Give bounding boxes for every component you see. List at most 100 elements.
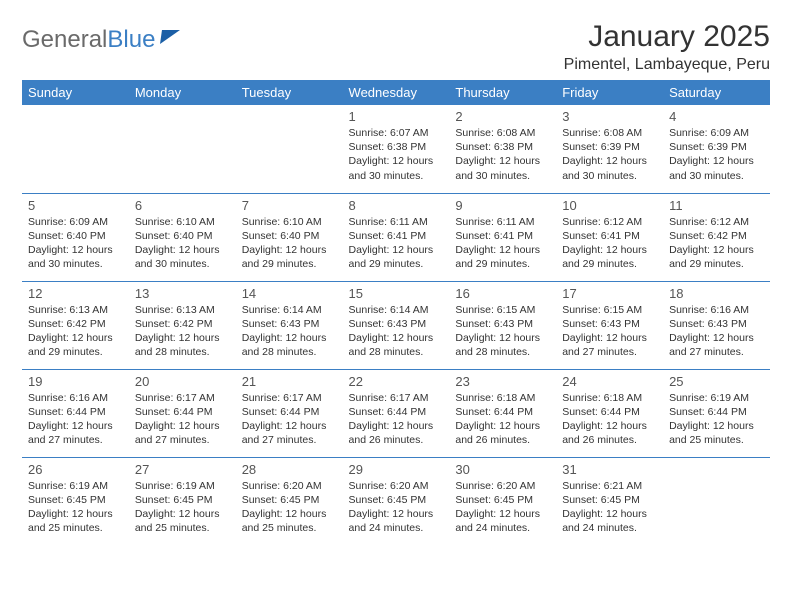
day-details: Sunrise: 6:19 AMSunset: 6:45 PMDaylight:… bbox=[28, 479, 123, 536]
logo-text-1: General bbox=[22, 26, 107, 54]
day-details: Sunrise: 6:17 AMSunset: 6:44 PMDaylight:… bbox=[349, 391, 444, 448]
calendar-cell: 20 Sunrise: 6:17 AMSunset: 6:44 PMDayligh… bbox=[129, 369, 236, 457]
triangle-icon bbox=[160, 30, 180, 44]
day-details: Sunrise: 6:14 AMSunset: 6:43 PMDaylight:… bbox=[242, 303, 337, 360]
title-block: January 2025 Pimentel, Lambayeque, Peru bbox=[564, 20, 770, 74]
page-title: January 2025 bbox=[564, 20, 770, 54]
day-number: 28 bbox=[242, 462, 337, 477]
day-number: 6 bbox=[135, 198, 230, 213]
calendar-cell: 28 Sunrise: 6:20 AMSunset: 6:45 PMDayligh… bbox=[236, 457, 343, 545]
calendar-page: GeneralBlue January 2025 Pimentel, Lamba… bbox=[0, 0, 792, 565]
calendar-cell: 16 Sunrise: 6:15 AMSunset: 6:43 PMDayligh… bbox=[449, 281, 556, 369]
day-number: 25 bbox=[669, 374, 764, 389]
day-details: Sunrise: 6:11 AMSunset: 6:41 PMDaylight:… bbox=[455, 215, 550, 272]
day-number: 12 bbox=[28, 286, 123, 301]
day-details: Sunrise: 6:19 AMSunset: 6:45 PMDaylight:… bbox=[135, 479, 230, 536]
calendar-cell: 19 Sunrise: 6:16 AMSunset: 6:44 PMDayligh… bbox=[22, 369, 129, 457]
day-details: Sunrise: 6:09 AMSunset: 6:39 PMDaylight:… bbox=[669, 126, 764, 183]
calendar-cell: 30 Sunrise: 6:20 AMSunset: 6:45 PMDayligh… bbox=[449, 457, 556, 545]
day-number: 19 bbox=[28, 374, 123, 389]
day-number: 14 bbox=[242, 286, 337, 301]
header: GeneralBlue January 2025 Pimentel, Lamba… bbox=[22, 20, 770, 74]
day-number: 23 bbox=[455, 374, 550, 389]
day-details: Sunrise: 6:20 AMSunset: 6:45 PMDaylight:… bbox=[349, 479, 444, 536]
calendar-cell-empty bbox=[236, 105, 343, 193]
weekday-header-row: Sunday Monday Tuesday Wednesday Thursday… bbox=[22, 80, 770, 105]
day-details: Sunrise: 6:16 AMSunset: 6:44 PMDaylight:… bbox=[28, 391, 123, 448]
weekday-header: Thursday bbox=[449, 80, 556, 105]
calendar-cell: 27 Sunrise: 6:19 AMSunset: 6:45 PMDayligh… bbox=[129, 457, 236, 545]
calendar-cell: 10 Sunrise: 6:12 AMSunset: 6:41 PMDayligh… bbox=[556, 193, 663, 281]
day-number: 9 bbox=[455, 198, 550, 213]
day-number: 13 bbox=[135, 286, 230, 301]
day-number: 4 bbox=[669, 109, 764, 124]
day-number: 2 bbox=[455, 109, 550, 124]
day-details: Sunrise: 6:14 AMSunset: 6:43 PMDaylight:… bbox=[349, 303, 444, 360]
day-number: 7 bbox=[242, 198, 337, 213]
calendar-cell-empty bbox=[22, 105, 129, 193]
calendar-cell: 3Sunrise: 6:08 AMSunset: 6:39 PMDaylight… bbox=[556, 105, 663, 193]
day-number: 1 bbox=[349, 109, 444, 124]
page-subtitle: Pimentel, Lambayeque, Peru bbox=[564, 56, 770, 74]
calendar-cell: 25Sunrise: 6:19 AMSunset: 6:44 PMDayligh… bbox=[663, 369, 770, 457]
calendar-cell: 4 Sunrise: 6:09 AMSunset: 6:39 PMDaylight… bbox=[663, 105, 770, 193]
day-number: 18 bbox=[669, 286, 764, 301]
day-number: 10 bbox=[562, 198, 657, 213]
calendar-cell: 6 Sunrise: 6:10 AMSunset: 6:40 PMDaylight… bbox=[129, 193, 236, 281]
calendar-cell: 7Sunrise: 6:10 AMSunset: 6:40 PMDaylight… bbox=[236, 193, 343, 281]
day-details: Sunrise: 6:13 AMSunset: 6:42 PMDaylight:… bbox=[28, 303, 123, 360]
day-number: 30 bbox=[455, 462, 550, 477]
calendar-cell: 13 Sunrise: 6:13 AMSunset: 6:42 PMDayligh… bbox=[129, 281, 236, 369]
day-details: Sunrise: 6:10 AMSunset: 6:40 PMDaylight:… bbox=[135, 215, 230, 272]
calendar-row: 26 Sunrise: 6:19 AMSunset: 6:45 PMDayligh… bbox=[22, 457, 770, 545]
weekday-header: Friday bbox=[556, 80, 663, 105]
calendar-cell: 11Sunrise: 6:12 AMSunset: 6:42 PMDayligh… bbox=[663, 193, 770, 281]
calendar-cell: 18 Sunrise: 6:16 AMSunset: 6:43 PMDayligh… bbox=[663, 281, 770, 369]
day-number: 22 bbox=[349, 374, 444, 389]
day-details: Sunrise: 6:17 AMSunset: 6:44 PMDaylight:… bbox=[135, 391, 230, 448]
calendar-cell: 21Sunrise: 6:17 AMSunset: 6:44 PMDayligh… bbox=[236, 369, 343, 457]
day-number: 17 bbox=[562, 286, 657, 301]
day-number: 27 bbox=[135, 462, 230, 477]
calendar-cell: 31Sunrise: 6:21 AMSunset: 6:45 PMDayligh… bbox=[556, 457, 663, 545]
calendar-cell: 29 Sunrise: 6:20 AMSunset: 6:45 PMDayligh… bbox=[343, 457, 450, 545]
calendar-table: Sunday Monday Tuesday Wednesday Thursday… bbox=[22, 80, 770, 545]
day-details: Sunrise: 6:12 AMSunset: 6:41 PMDaylight:… bbox=[562, 215, 657, 272]
calendar-cell: 22 Sunrise: 6:17 AMSunset: 6:44 PMDayligh… bbox=[343, 369, 450, 457]
calendar-row: 1Sunrise: 6:07 AMSunset: 6:38 PMDaylight… bbox=[22, 105, 770, 193]
calendar-cell: 8Sunrise: 6:11 AMSunset: 6:41 PMDaylight… bbox=[343, 193, 450, 281]
calendar-cell: 15 Sunrise: 6:14 AMSunset: 6:43 PMDayligh… bbox=[343, 281, 450, 369]
calendar-row: 19 Sunrise: 6:16 AMSunset: 6:44 PMDayligh… bbox=[22, 369, 770, 457]
day-number: 21 bbox=[242, 374, 337, 389]
weekday-header: Monday bbox=[129, 80, 236, 105]
calendar-cell: 1Sunrise: 6:07 AMSunset: 6:38 PMDaylight… bbox=[343, 105, 450, 193]
day-number: 24 bbox=[562, 374, 657, 389]
day-details: Sunrise: 6:18 AMSunset: 6:44 PMDaylight:… bbox=[455, 391, 550, 448]
day-details: Sunrise: 6:16 AMSunset: 6:43 PMDaylight:… bbox=[669, 303, 764, 360]
calendar-cell: 12 Sunrise: 6:13 AMSunset: 6:42 PMDayligh… bbox=[22, 281, 129, 369]
calendar-cell: 2Sunrise: 6:08 AMSunset: 6:38 PMDaylight… bbox=[449, 105, 556, 193]
weekday-header: Tuesday bbox=[236, 80, 343, 105]
calendar-cell: 24 Sunrise: 6:18 AMSunset: 6:44 PMDayligh… bbox=[556, 369, 663, 457]
calendar-cell-empty bbox=[663, 457, 770, 545]
logo-text-2: Blue bbox=[107, 26, 155, 54]
day-number: 15 bbox=[349, 286, 444, 301]
day-number: 16 bbox=[455, 286, 550, 301]
day-number: 29 bbox=[349, 462, 444, 477]
day-details: Sunrise: 6:15 AMSunset: 6:43 PMDaylight:… bbox=[455, 303, 550, 360]
calendar-row: 12 Sunrise: 6:13 AMSunset: 6:42 PMDayligh… bbox=[22, 281, 770, 369]
calendar-cell: 23 Sunrise: 6:18 AMSunset: 6:44 PMDayligh… bbox=[449, 369, 556, 457]
day-number: 5 bbox=[28, 198, 123, 213]
day-details: Sunrise: 6:18 AMSunset: 6:44 PMDaylight:… bbox=[562, 391, 657, 448]
day-details: Sunrise: 6:13 AMSunset: 6:42 PMDaylight:… bbox=[135, 303, 230, 360]
calendar-cell: 17 Sunrise: 6:15 AMSunset: 6:43 PMDayligh… bbox=[556, 281, 663, 369]
day-details: Sunrise: 6:21 AMSunset: 6:45 PMDaylight:… bbox=[562, 479, 657, 536]
day-details: Sunrise: 6:15 AMSunset: 6:43 PMDaylight:… bbox=[562, 303, 657, 360]
day-number: 20 bbox=[135, 374, 230, 389]
day-details: Sunrise: 6:20 AMSunset: 6:45 PMDaylight:… bbox=[455, 479, 550, 536]
calendar-body: 1Sunrise: 6:07 AMSunset: 6:38 PMDaylight… bbox=[22, 105, 770, 545]
day-details: Sunrise: 6:20 AMSunset: 6:45 PMDaylight:… bbox=[242, 479, 337, 536]
calendar-cell: 26 Sunrise: 6:19 AMSunset: 6:45 PMDayligh… bbox=[22, 457, 129, 545]
calendar-cell-empty bbox=[129, 105, 236, 193]
day-number: 26 bbox=[28, 462, 123, 477]
